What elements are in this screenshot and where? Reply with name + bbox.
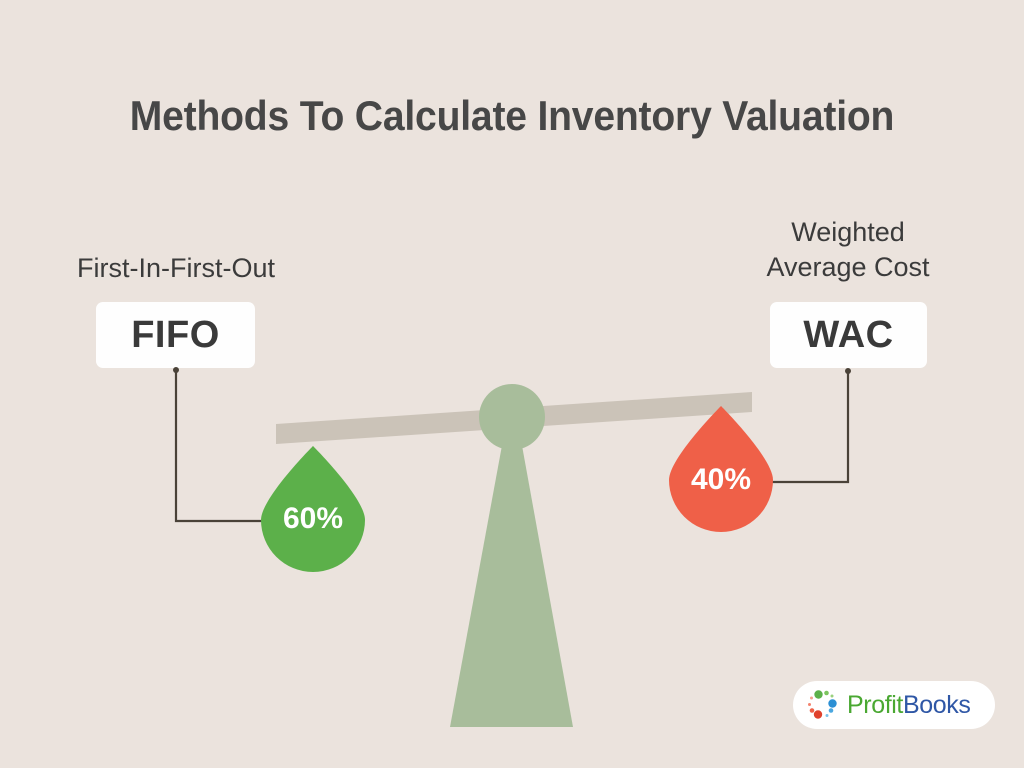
fifo-percent-text: 60% — [283, 502, 343, 535]
logo-profit-text: Profit — [847, 690, 903, 719]
wac-method-label: Weighted Average Cost — [766, 217, 930, 282]
wac-code-text: WAC — [803, 313, 894, 356]
logo-books-text: Books — [902, 690, 971, 719]
fulcrum-pivot — [479, 384, 545, 450]
fifo-method-label: First-In-First-Out — [77, 253, 275, 283]
wac-percent-text: 40% — [691, 463, 751, 496]
profitbooks-dots-icon — [808, 690, 837, 719]
fifo-code-chip[interactable]: FIFO — [96, 302, 255, 368]
wac-droplet[interactable]: 40% — [669, 406, 773, 532]
page-title: Methods To Calculate Inventory Valuation — [129, 92, 895, 139]
fulcrum-base — [450, 440, 573, 727]
wac-code-chip[interactable]: WAC — [770, 302, 927, 368]
fifo-connector-line — [173, 367, 266, 523]
fifo-droplet[interactable]: 60% — [261, 446, 365, 572]
profitbooks-logo[interactable]: ProfitBooks — [793, 681, 995, 729]
fifo-code-text: FIFO — [131, 313, 220, 356]
profitbooks-wordmark: ProfitBooks — [847, 690, 971, 720]
wac-connector-line — [762, 368, 851, 484]
